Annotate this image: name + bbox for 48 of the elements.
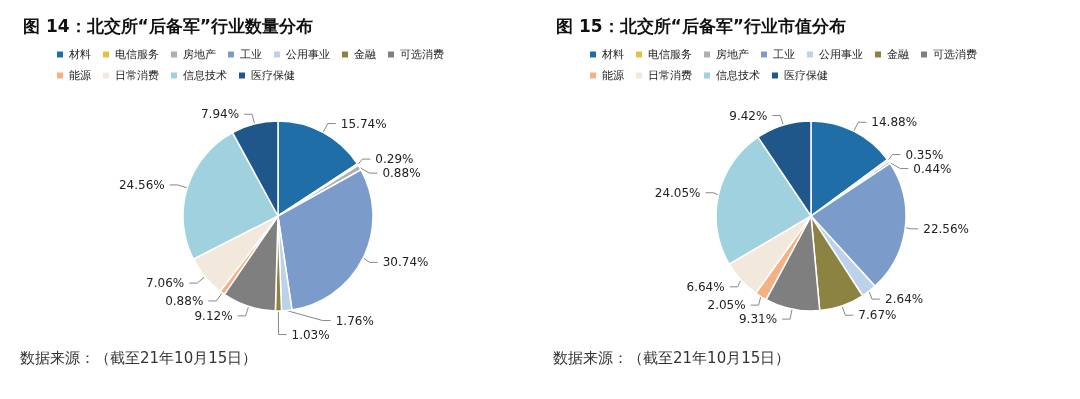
legend-label: 房地产 (716, 48, 749, 61)
legend-label: 电信服务 (115, 48, 159, 61)
data-label: 0.29% (375, 152, 414, 167)
legend-label: 房地产 (183, 48, 216, 61)
data-label: 1.76% (335, 313, 374, 328)
data-label: 30.74% (382, 255, 429, 270)
legend-label: 工业 (240, 48, 262, 61)
legend-label: 信息技术 (183, 69, 227, 82)
legend-label: 公用事业 (286, 48, 330, 61)
data-label: 7.06% (146, 276, 185, 291)
data-label: 15.74% (340, 116, 387, 131)
data-label: 7.94% (200, 107, 240, 122)
source-note: 数据来源：（截至21年10月15日） (20, 348, 258, 367)
data-label: 2.05% (707, 298, 746, 313)
legend-label: 金融 (887, 48, 909, 61)
data-label: 7.67% (858, 308, 897, 323)
legend-label: 工业 (773, 48, 795, 61)
legend-label: 金融 (354, 48, 376, 61)
data-label: 9.31% (738, 312, 778, 327)
source-note: 数据来源：（截至21年10月15日） (553, 348, 791, 367)
legend-label: 日常消费 (648, 69, 692, 82)
legend-label: 能源 (602, 69, 624, 82)
data-label: 0.88% (382, 166, 421, 181)
legend-label: 材料 (68, 48, 91, 61)
data-label: 22.56% (923, 221, 970, 236)
data-label: 2.64% (885, 292, 924, 307)
legend-label: 电信服务 (648, 48, 692, 61)
data-label: 24.56% (118, 177, 165, 192)
data-label: 14.88% (871, 115, 918, 130)
legend-label: 可选消费 (933, 48, 977, 61)
data-label: 9.42% (729, 108, 768, 123)
legend-label: 医疗保健 (784, 69, 828, 82)
data-label: 0.88% (165, 293, 204, 308)
legend-label: 能源 (69, 69, 91, 82)
data-label: 1.03% (291, 327, 330, 342)
legend-label: 日常消费 (115, 69, 159, 82)
chart-title: 图 14：北交所“后备军”行业数量分布 (23, 15, 313, 36)
legend-label: 医疗保健 (251, 69, 295, 82)
data-label: 24.05% (654, 185, 701, 200)
data-label: 9.12% (194, 308, 233, 323)
legend-label: 公用事业 (819, 48, 863, 61)
data-label: 0.35% (905, 147, 944, 162)
chart-title: 图 15：北交所“后备军”行业市值分布 (556, 15, 846, 36)
data-label: 6.64% (686, 279, 725, 294)
data-label: 0.44% (913, 161, 952, 176)
legend-label: 材料 (601, 48, 624, 61)
legend-label: 可选消费 (400, 48, 444, 61)
legend-label: 信息技术 (716, 69, 760, 82)
